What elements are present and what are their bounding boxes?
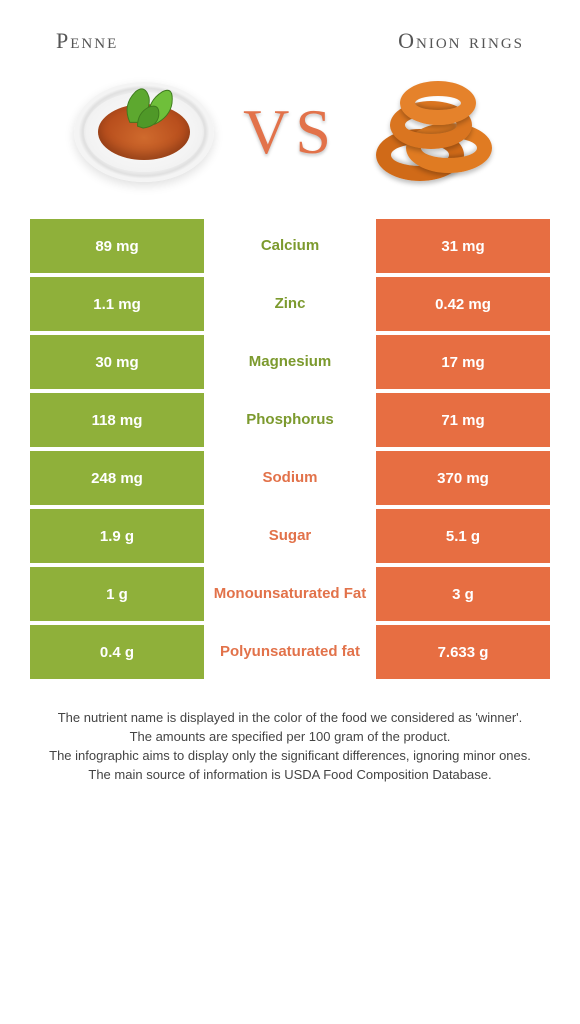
nutrient-name: Calcium [204,219,376,273]
right-value: 5.1 g [376,509,550,563]
footer-line: The amounts are specified per 100 gram o… [30,728,550,747]
left-value: 248 mg [30,451,204,505]
table-row: 0.4 gPolyunsaturated fat7.633 g [30,625,550,679]
nutrient-name: Phosphorus [204,393,376,447]
left-value: 118 mg [30,393,204,447]
table-row: 1.1 mgZinc0.42 mg [30,277,550,331]
table-row: 89 mgCalcium31 mg [30,219,550,273]
table-row: 248 mgSodium370 mg [30,451,550,505]
left-value: 0.4 g [30,625,204,679]
header: Penne Onion rings [0,0,580,74]
right-value: 17 mg [376,335,550,389]
footer-line: The nutrient name is displayed in the co… [30,709,550,728]
table-row: 30 mgMagnesium17 mg [30,335,550,389]
left-value: 89 mg [30,219,204,273]
right-value: 3 g [376,567,550,621]
title-left: Penne [56,28,118,54]
footer-notes: The nutrient name is displayed in the co… [0,683,580,784]
table-row: 1 gMonounsaturated Fat3 g [30,567,550,621]
right-value: 0.42 mg [376,277,550,331]
right-value: 71 mg [376,393,550,447]
left-value: 1 g [30,567,204,621]
basil-icon [120,84,178,130]
onion-rings-image [361,74,511,189]
footer-line: The infographic aims to display only the… [30,747,550,766]
title-right: Onion rings [398,28,524,54]
footer-line: The main source of information is USDA F… [30,766,550,785]
nutrient-name: Zinc [204,277,376,331]
penne-image [69,74,219,189]
nutrient-name: Sodium [204,451,376,505]
table-row: 1.9 gSugar5.1 g [30,509,550,563]
vs-label: VS [243,95,337,169]
nutrient-name: Monounsaturated Fat [204,567,376,621]
nutrient-name: Magnesium [204,335,376,389]
right-value: 7.633 g [376,625,550,679]
left-value: 1.1 mg [30,277,204,331]
right-value: 370 mg [376,451,550,505]
nutrient-name: Polyunsaturated fat [204,625,376,679]
table-row: 118 mgPhosphorus71 mg [30,393,550,447]
nutrient-name: Sugar [204,509,376,563]
left-value: 30 mg [30,335,204,389]
right-value: 31 mg [376,219,550,273]
nutrient-table: 89 mgCalcium31 mg1.1 mgZinc0.42 mg30 mgM… [30,219,550,679]
left-value: 1.9 g [30,509,204,563]
images-row: VS [0,74,580,219]
